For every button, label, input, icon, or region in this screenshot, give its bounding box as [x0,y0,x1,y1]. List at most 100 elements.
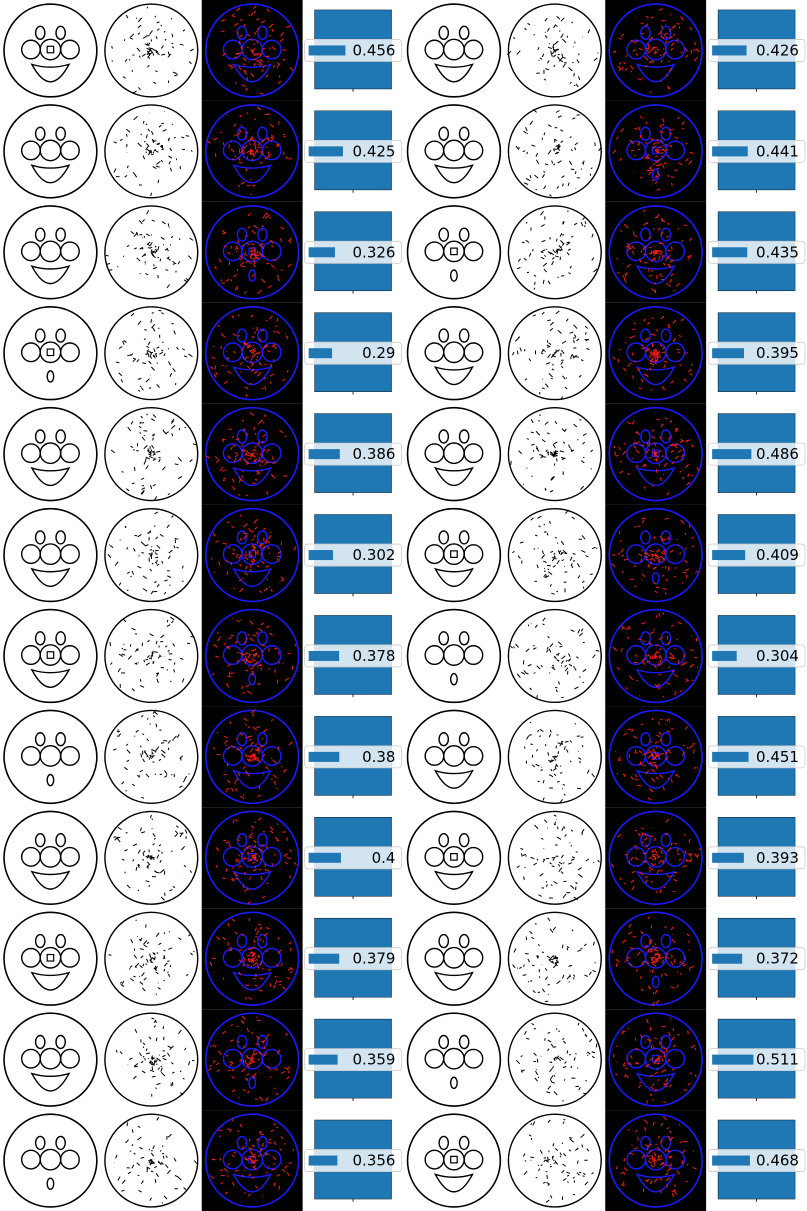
score-bar [712,449,752,460]
nose [443,38,465,61]
nose [644,442,667,465]
overlay-panel [605,605,707,707]
face-outline [204,1012,300,1107]
overlay-panel [201,807,303,909]
score-bar [308,45,346,56]
overlay-background [201,807,303,909]
face-outline [507,407,602,502]
query-sketch [3,709,98,805]
noise-strokes [108,919,195,995]
eye [34,933,46,949]
nose [443,139,465,162]
grid-row: 0.425 0.441 [3,100,806,202]
eye [55,631,66,646]
cheek [20,544,41,565]
eye [236,530,248,545]
retrieved-sketch [507,709,602,804]
cheek [424,1048,445,1069]
retrieved-sketch [507,104,602,199]
mouth [635,668,676,688]
nose [39,946,62,969]
score-bar [712,45,747,56]
score-label: 0.451 [756,748,799,766]
cheek [20,1149,41,1170]
cheek [20,140,41,161]
mouth [635,466,676,486]
mouth [232,164,273,184]
cheek [59,645,80,666]
face-outline [507,306,602,401]
noise-strokes [524,721,595,804]
face-outline [507,810,602,905]
eye [34,328,46,343]
mouth [433,567,474,587]
query-sketch [406,104,502,199]
eye [438,227,450,242]
overlay-panel [605,201,707,303]
face-outline [608,709,703,805]
face-outline [104,407,199,502]
cheek [59,846,80,867]
legend-box [304,1149,402,1172]
score-bar [308,146,343,157]
cheek [463,241,484,262]
nose [644,240,667,263]
mouth [30,265,71,285]
eye [55,126,66,141]
query-sketch [3,507,98,603]
mouth [449,269,458,282]
noise-strokes [516,814,600,901]
score-label: 0.456 [353,41,396,59]
grid-row: 0.38 0.451 [3,706,806,808]
face-outline [104,608,199,704]
face-outline [3,306,98,401]
cheek [424,342,445,363]
face-outline [406,406,502,502]
retrieved-sketch [104,205,199,300]
legend-box [707,644,806,668]
nose [241,745,264,767]
retrieved-sketch [507,407,602,502]
mouth [30,164,71,184]
nose [241,1047,264,1070]
retrieved-sketch [104,1113,199,1208]
grid-row: 0.456 0.426 [3,0,806,101]
query-sketch [3,1012,98,1107]
score-bar-cell: 0.378 [304,615,402,698]
face-outline [204,306,300,401]
nose-mark [450,550,458,558]
noise-strokes [612,8,700,94]
cheek [463,342,484,363]
score-label: 0.379 [353,950,396,968]
eye [257,227,268,242]
eye [438,832,450,848]
nose [443,644,465,666]
noise-strokes [206,106,293,196]
nose-mark [46,651,55,659]
score-bar [308,852,341,863]
face-outline [3,3,98,98]
eye [55,1034,66,1050]
face-outline [3,406,98,502]
mouth [248,269,257,282]
nose [241,845,264,868]
query-sketch [406,810,502,905]
query-sketch [3,810,98,905]
cheek [20,342,41,363]
eye [458,732,470,747]
legend-box [707,1149,806,1172]
cheek [424,140,445,161]
overlay-panel [605,403,707,505]
eye [257,933,268,949]
score-label: 0.378 [353,647,396,665]
eye [257,126,268,141]
mouth [433,1173,474,1193]
score-bar [308,449,340,460]
cheek [424,745,445,766]
eye [660,25,672,41]
score-label: 0.302 [353,546,396,564]
face-outline [3,104,98,199]
legend-box [304,39,402,62]
cheek [424,1149,445,1170]
